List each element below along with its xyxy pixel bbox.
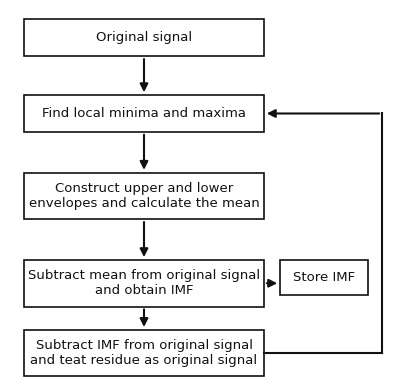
Text: Find local minima and maxima: Find local minima and maxima: [42, 107, 246, 120]
FancyBboxPatch shape: [24, 19, 264, 56]
FancyBboxPatch shape: [24, 330, 264, 376]
FancyBboxPatch shape: [24, 260, 264, 307]
Text: Subtract IMF from original signal
and teat residue as original signal: Subtract IMF from original signal and te…: [30, 339, 258, 367]
Text: Original signal: Original signal: [96, 31, 192, 44]
Text: Subtract mean from original signal
and obtain IMF: Subtract mean from original signal and o…: [28, 269, 260, 297]
Text: Store IMF: Store IMF: [293, 271, 355, 284]
FancyBboxPatch shape: [24, 173, 264, 219]
FancyBboxPatch shape: [24, 95, 264, 132]
Text: Construct upper and lower
envelopes and calculate the mean: Construct upper and lower envelopes and …: [29, 182, 259, 210]
FancyBboxPatch shape: [280, 260, 368, 295]
